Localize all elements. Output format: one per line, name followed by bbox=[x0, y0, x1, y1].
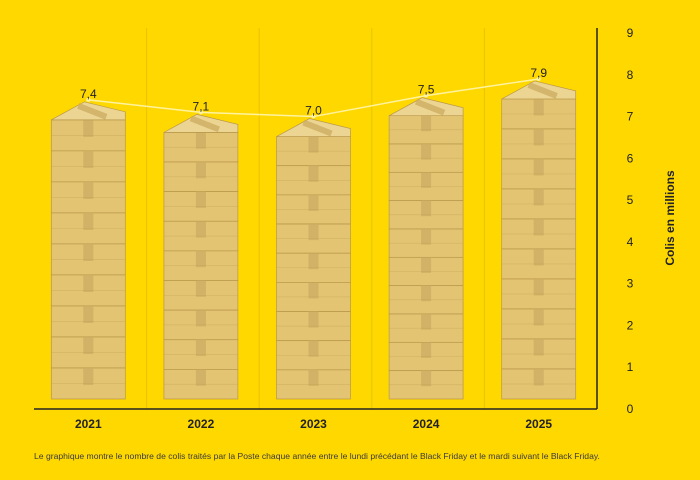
parcel-tape bbox=[308, 282, 319, 299]
parcel-tape bbox=[83, 119, 94, 137]
data-label-2025: 7,9 bbox=[530, 66, 547, 80]
y-tick-label-1: 1 bbox=[627, 360, 634, 374]
parcel-tape bbox=[195, 191, 206, 208]
data-label-2024: 7,5 bbox=[418, 83, 435, 97]
parcel-tape bbox=[83, 336, 94, 355]
parcel-tape bbox=[308, 253, 319, 270]
parcel-tape bbox=[533, 308, 544, 326]
parcel-tape bbox=[421, 200, 432, 217]
y-tick-label-5: 5 bbox=[627, 193, 634, 207]
x-tick-label-2023: 2023 bbox=[300, 417, 327, 431]
bar-2022 bbox=[163, 114, 239, 400]
y-tick-label-4: 4 bbox=[627, 235, 634, 249]
parcel-tape bbox=[533, 188, 544, 206]
parcel-tape bbox=[421, 257, 432, 273]
trend-point-2023 bbox=[311, 114, 316, 119]
y-tick-label-2: 2 bbox=[627, 318, 634, 332]
y-tick-label-9: 9 bbox=[627, 26, 634, 40]
parcel-tape bbox=[533, 248, 544, 266]
parcel-tape bbox=[195, 369, 206, 386]
parcel-tape bbox=[83, 367, 94, 386]
y-tick-label-0: 0 bbox=[627, 402, 634, 416]
lid-tape bbox=[527, 82, 558, 99]
parcel-tape bbox=[421, 342, 432, 358]
parcel-tape bbox=[83, 243, 94, 261]
parcel-tape bbox=[83, 305, 94, 324]
chart-caption: Le graphique montre le nombre de colis t… bbox=[34, 451, 600, 461]
parcel-tape bbox=[195, 221, 206, 238]
trend-point-2025 bbox=[536, 76, 541, 81]
parcel-tape bbox=[421, 370, 432, 387]
y-axis-title: Colis en millions bbox=[663, 170, 677, 266]
parcel-tape bbox=[308, 194, 319, 211]
parcel-tape bbox=[195, 280, 206, 297]
parcel-tape bbox=[533, 218, 544, 236]
parcel-tape bbox=[308, 340, 319, 357]
lid-tape bbox=[189, 115, 220, 133]
x-tick-label-2024: 2024 bbox=[413, 417, 440, 431]
trend-point-2021 bbox=[86, 97, 91, 102]
parcel-tape bbox=[308, 369, 319, 386]
parcel-tape bbox=[421, 172, 432, 188]
parcel-tape bbox=[308, 165, 319, 182]
lid-tape bbox=[302, 119, 333, 137]
parcel-tape bbox=[195, 162, 206, 179]
bar-2023 bbox=[276, 118, 351, 400]
data-label-2022: 7,1 bbox=[193, 99, 210, 113]
trend-point-2022 bbox=[198, 110, 203, 115]
parcel-tape bbox=[533, 278, 544, 296]
x-tick-label-2021: 2021 bbox=[75, 417, 102, 431]
parcel-tape bbox=[195, 310, 206, 327]
parcel-tape bbox=[195, 250, 206, 268]
y-tick-label-6: 6 bbox=[627, 151, 634, 165]
bar-2025 bbox=[501, 80, 577, 400]
parcel-tape bbox=[83, 274, 94, 292]
parcel-tape bbox=[533, 368, 544, 386]
y-tick-label-3: 3 bbox=[627, 277, 634, 291]
y-tick-label-8: 8 bbox=[627, 68, 634, 82]
parcel-tape bbox=[421, 285, 432, 302]
data-label-2023: 7,0 bbox=[305, 104, 322, 118]
parcel-tape bbox=[195, 132, 206, 149]
parcel-tape bbox=[308, 224, 319, 241]
parcel-tape bbox=[195, 339, 206, 357]
parcel-tape bbox=[83, 150, 94, 168]
parcel-tape bbox=[421, 144, 432, 160]
parcel-tape bbox=[83, 181, 94, 199]
lid-tape bbox=[415, 98, 446, 116]
bar-2021 bbox=[50, 101, 126, 400]
lid-tape bbox=[77, 103, 108, 120]
bar-2024 bbox=[388, 97, 464, 400]
parcel-tape bbox=[83, 212, 94, 230]
parcel-tape bbox=[533, 128, 544, 146]
y-tick-label-7: 7 bbox=[627, 110, 634, 124]
parcel-tape bbox=[421, 115, 432, 132]
x-tick-label-2022: 2022 bbox=[188, 417, 215, 431]
parcel-tape bbox=[533, 338, 544, 356]
parcel-tape bbox=[308, 136, 319, 153]
parcel-tape bbox=[421, 314, 432, 330]
parcel-tape bbox=[533, 98, 544, 116]
parcel-tape bbox=[308, 311, 319, 328]
trend-point-2024 bbox=[424, 93, 429, 98]
data-label-2021: 7,4 bbox=[80, 87, 97, 101]
x-tick-label-2025: 2025 bbox=[525, 417, 552, 431]
parcel-tape bbox=[533, 158, 544, 176]
parcel-tape bbox=[421, 229, 432, 245]
